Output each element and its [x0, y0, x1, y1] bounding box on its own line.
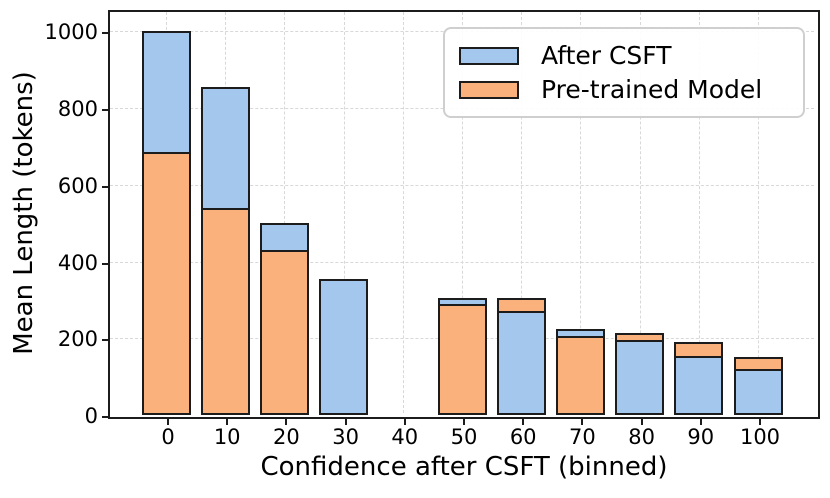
y-tick-0 [102, 416, 108, 418]
y-tick-1000 [102, 32, 108, 35]
y-tick-label: 600 [57, 173, 98, 198]
x-tick-label: 60 [509, 425, 537, 449]
x-tick-10 [226, 419, 229, 425]
legend: After CSFT Pre-trained Model [443, 27, 805, 118]
bar-after-csft-bin-90 [674, 355, 724, 415]
legend-item-after-csft: After CSFT [459, 43, 789, 68]
x-tick-label: 30 [332, 425, 359, 449]
y-tick-label: 400 [57, 250, 98, 275]
x-tick-40 [403, 419, 406, 425]
x-tick-60 [522, 419, 525, 425]
bar-after-csft-bin-30 [319, 278, 369, 415]
x-tick-label: 0 [161, 425, 175, 449]
x-tick-0 [167, 419, 169, 425]
y-tick-600 [102, 185, 108, 188]
x-tick-label: 100 [739, 425, 781, 449]
bar-pre-trained-model-bin-10 [200, 207, 250, 415]
x-tick-label: 90 [687, 425, 715, 449]
x-tick-50 [463, 419, 465, 425]
bar-pre-trained-model-bin-50 [437, 303, 487, 415]
y-tick-label: 1000 [44, 20, 98, 45]
legend-label-pre-trained-model: Pre-trained Model [541, 75, 763, 104]
x-tick-label: 20 [273, 425, 300, 449]
bar-after-csft-bin-60 [496, 311, 546, 415]
bar-pre-trained-model-bin-70 [555, 336, 605, 415]
v-gridline-80 [639, 12, 641, 413]
y-tick-label: 0 [84, 403, 98, 428]
y-tick-label: 200 [57, 327, 98, 352]
x-tick-100 [759, 419, 761, 425]
x-tick-label: 80 [628, 425, 655, 449]
legend-swatch-pre-trained-model [459, 80, 519, 99]
bar-after-csft-bin-80 [615, 340, 665, 415]
x-tick-label: 50 [450, 425, 478, 449]
y-tick-400 [102, 262, 108, 265]
x-tick-90 [699, 419, 702, 425]
x-tick-label: 70 [569, 425, 596, 449]
x-tick-label: 10 [213, 425, 241, 449]
legend-label-after-csft: After CSFT [541, 41, 672, 70]
v-gridline-40 [402, 12, 404, 413]
v-gridline-100 [758, 12, 759, 413]
x-tick-20 [285, 419, 288, 425]
y-tick-200 [102, 339, 108, 342]
legend-swatch-after-csft [459, 46, 519, 65]
bar-pre-trained-model-bin-20 [259, 250, 309, 415]
v-gridline-50 [462, 12, 463, 413]
x-tick-80 [640, 419, 643, 425]
v-gridline-90 [698, 12, 700, 413]
v-gridline-20 [284, 12, 286, 413]
y-tick-label: 800 [57, 97, 98, 122]
x-tick-70 [581, 419, 584, 425]
legend-item-pre-trained-model: Pre-trained Model [459, 77, 789, 102]
y-axis-label: Mean Length (tokens) [9, 71, 39, 355]
v-gridline-60 [521, 12, 523, 413]
x-axis-label: Confidence after CSFT (binned) [260, 452, 668, 482]
v-gridline-30 [343, 12, 345, 413]
x-tick-30 [344, 419, 347, 425]
bar-after-csft-bin-100 [733, 368, 783, 415]
y-tick-800 [102, 109, 108, 112]
v-gridline-70 [580, 12, 582, 413]
x-tick-label: 40 [391, 425, 419, 449]
bar-pre-trained-model-bin-0 [141, 152, 191, 415]
